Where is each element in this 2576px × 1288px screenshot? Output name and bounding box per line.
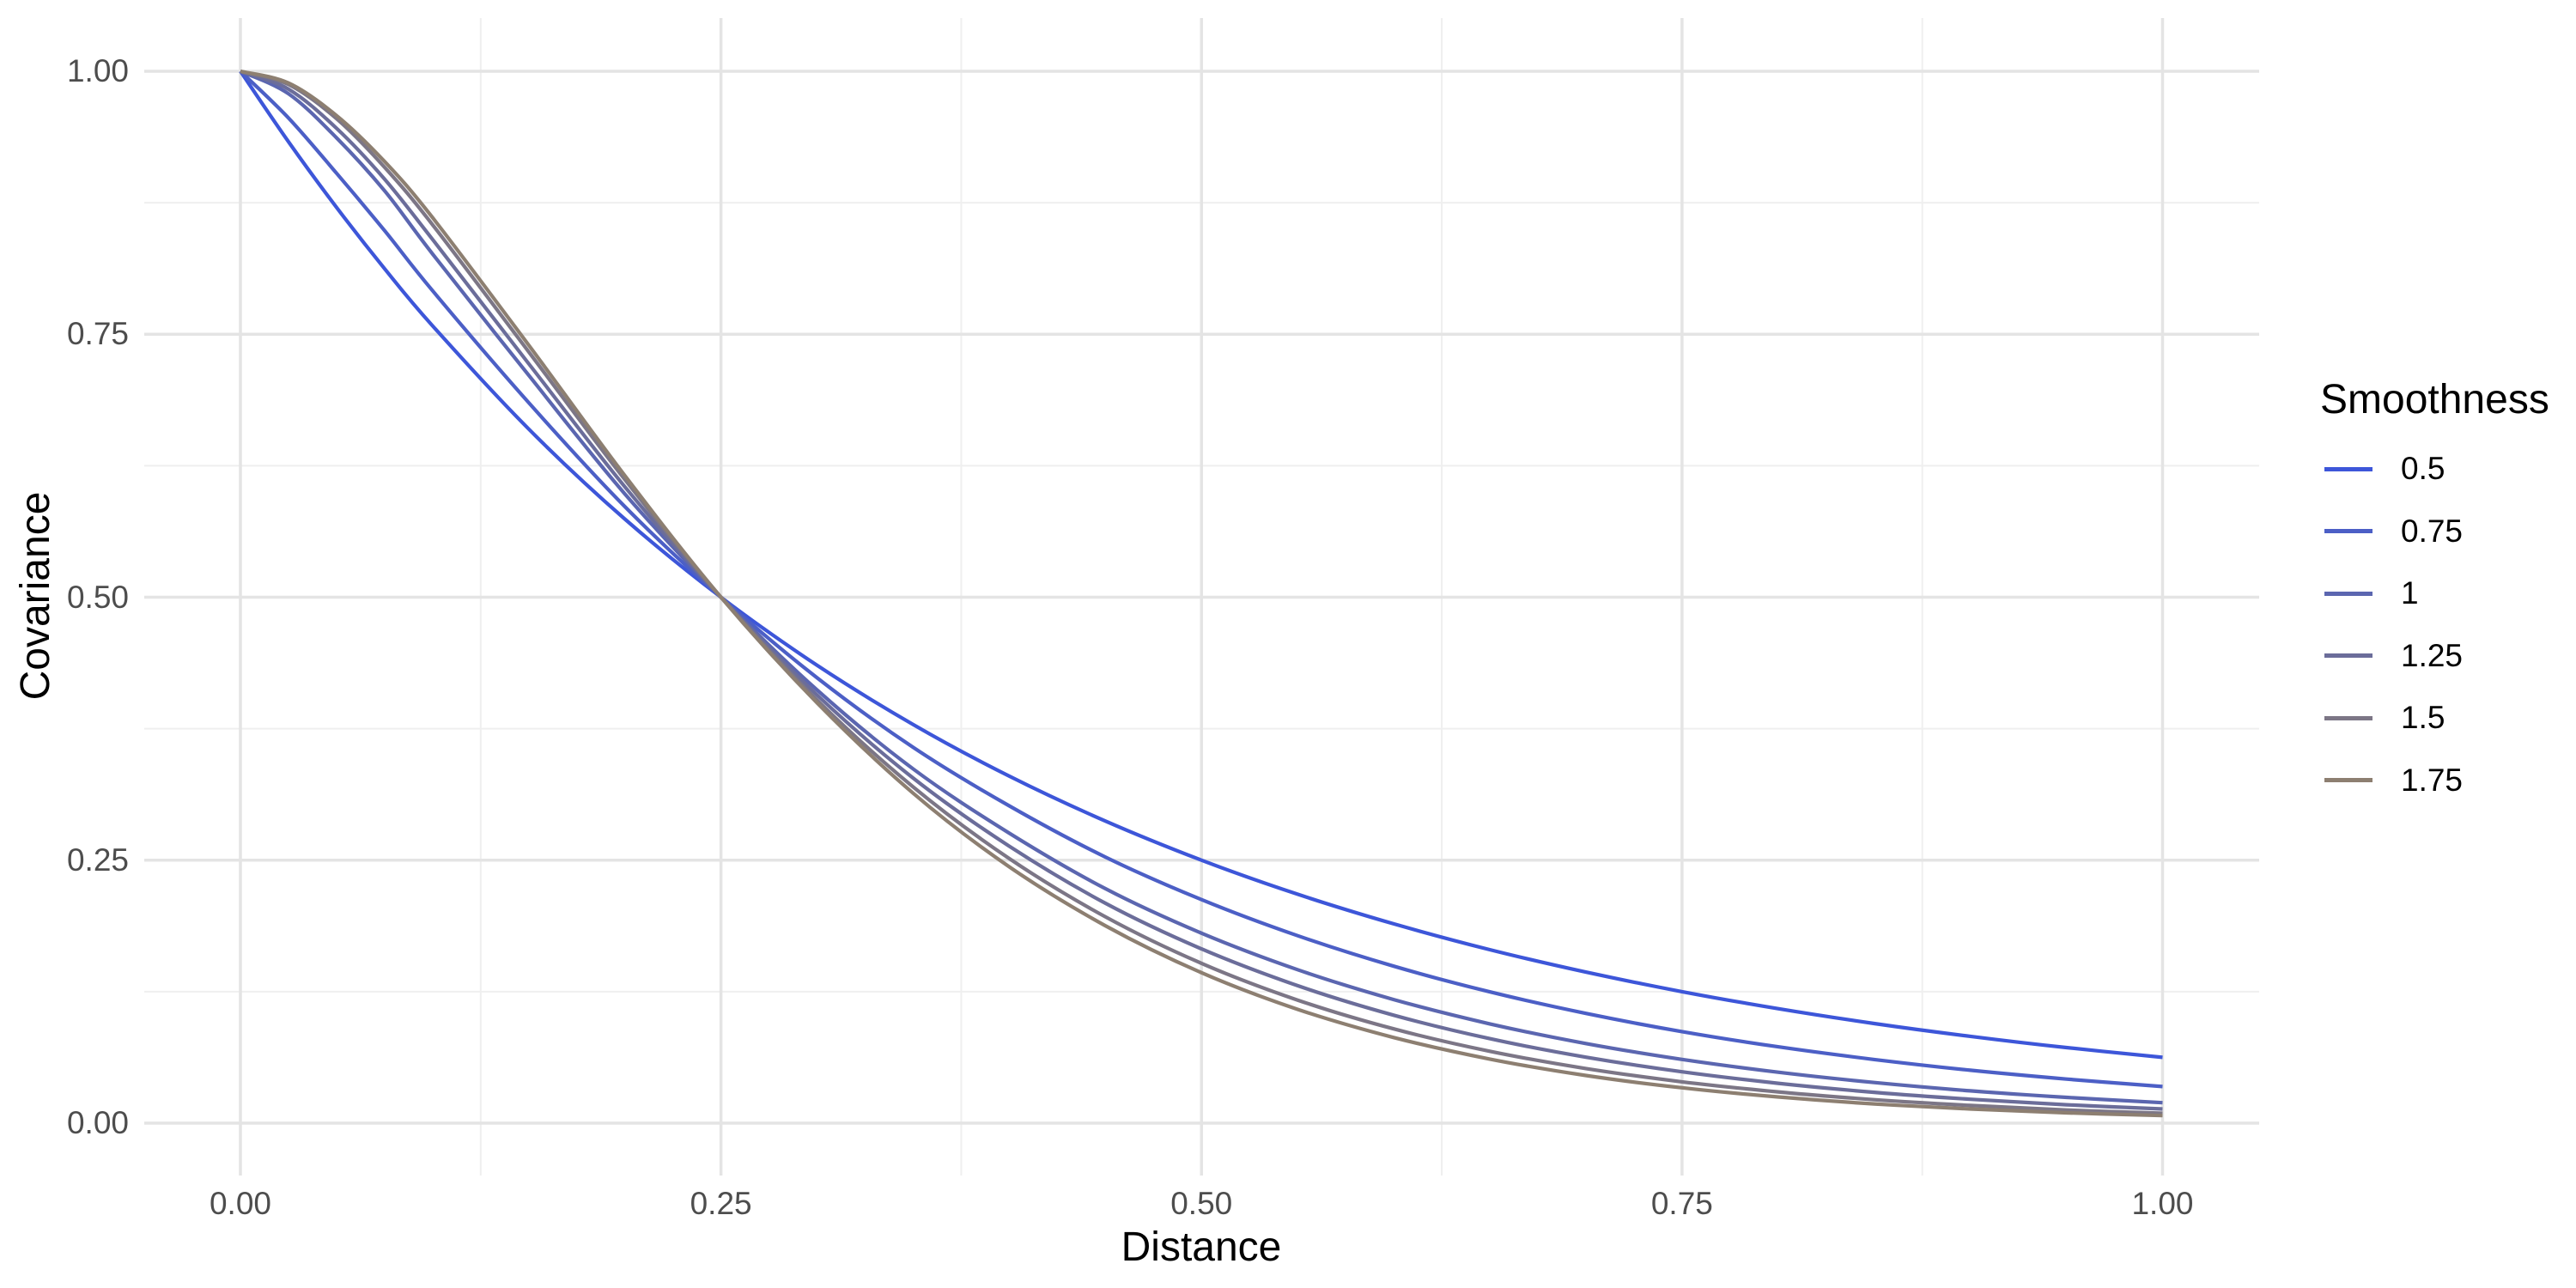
x-tick-label: 0.25 [690,1186,752,1221]
legend-key-line [2324,715,2372,720]
legend-item-label: 0.75 [2401,513,2464,549]
legend-item: 0.5 [2324,450,2445,488]
legend-key-line [2324,653,2372,658]
y-tick-label: 1.00 [66,53,129,88]
legend-item: 1.25 [2324,637,2463,675]
x-tick-label: 1.00 [2131,1186,2194,1221]
legend-key-line [2324,529,2372,533]
y-axis-title: Covariance [13,491,58,701]
legend-item-label: 1 [2401,575,2419,611]
curve-smoothness-1.25 [240,70,2163,1111]
legend-item: 0.75 [2324,513,2463,550]
curve-smoothness-1.75 [240,69,2163,1118]
y-tick-label: 0.00 [66,1105,129,1140]
legend-item-label: 1.25 [2401,637,2464,673]
curve-smoothness-0.75 [239,70,2163,1089]
x-tick-label: 0.00 [209,1186,271,1221]
curve-smoothness-1.5 [240,69,2163,1115]
legend-item: 1.5 [2324,699,2445,737]
gridlines-major [144,18,2259,1176]
legend-item-label: 0.5 [2401,451,2445,486]
legend-item-label: 1.75 [2401,762,2464,798]
legend-key-line [2324,778,2372,782]
covariance-curves [239,69,2163,1118]
x-tick-label: 0.75 [1650,1186,1713,1221]
curve-smoothness-0.5 [239,70,2163,1060]
y-tick-label: 0.75 [66,316,129,352]
legend-key-line [2324,591,2372,596]
x-tick-label: 0.50 [1170,1186,1233,1221]
legend-title: Smoothness [2320,377,2549,422]
y-tick-label: 0.25 [66,841,129,878]
x-axis-title: Distance [1121,1224,1282,1270]
y-tick-label: 0.50 [66,579,129,615]
legend-item: 1 [2324,574,2419,612]
legend-item: 1.75 [2324,762,2463,799]
curve-smoothness-1 [240,70,2163,1105]
legend-key-line [2324,466,2372,471]
legend-item-label: 1.5 [2401,700,2445,735]
